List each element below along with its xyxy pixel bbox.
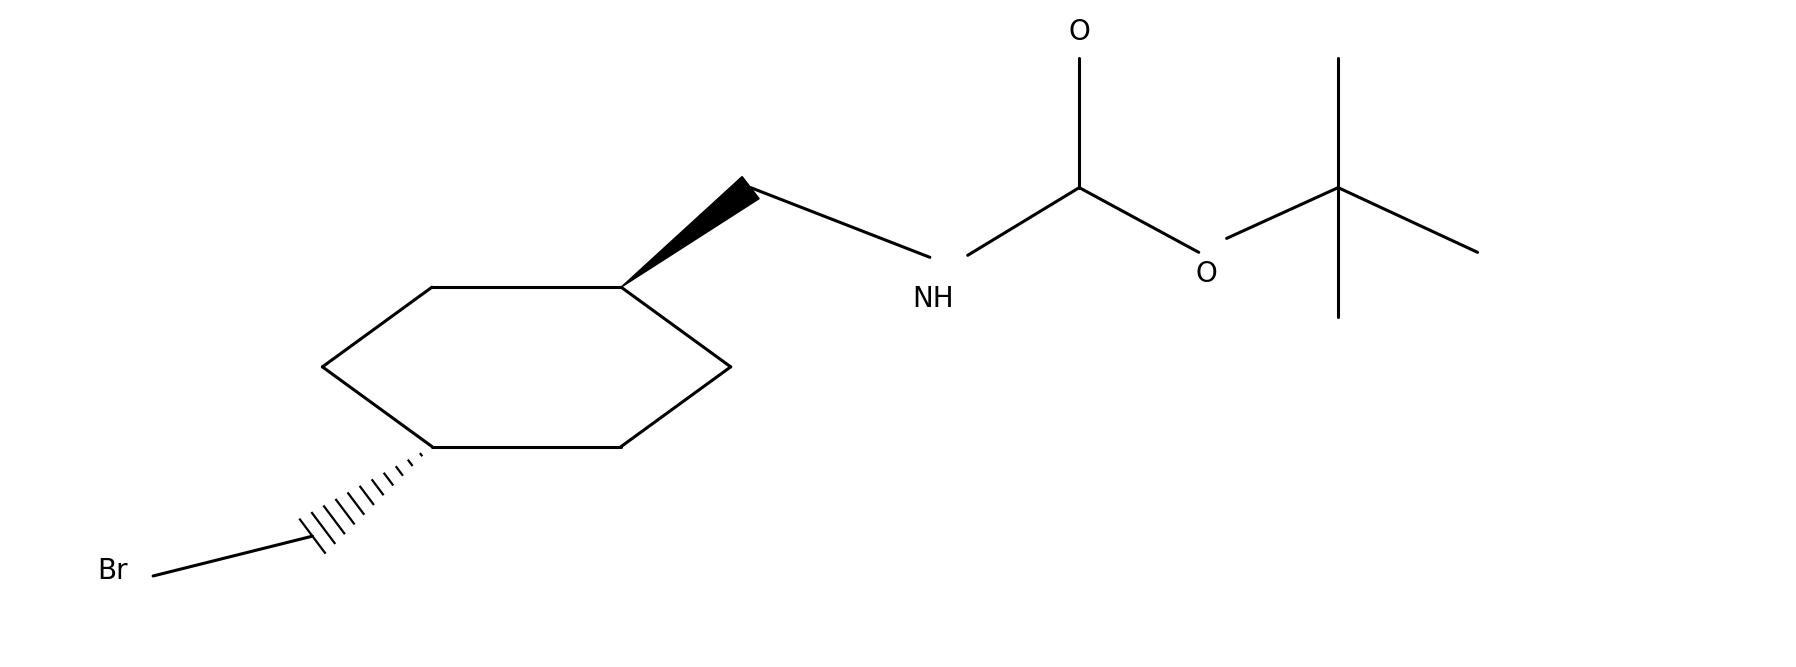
Text: O: O (1069, 18, 1090, 46)
Polygon shape (621, 177, 760, 287)
Text: NH: NH (912, 285, 954, 313)
Text: Br: Br (97, 557, 128, 585)
Text: O: O (1196, 260, 1218, 288)
